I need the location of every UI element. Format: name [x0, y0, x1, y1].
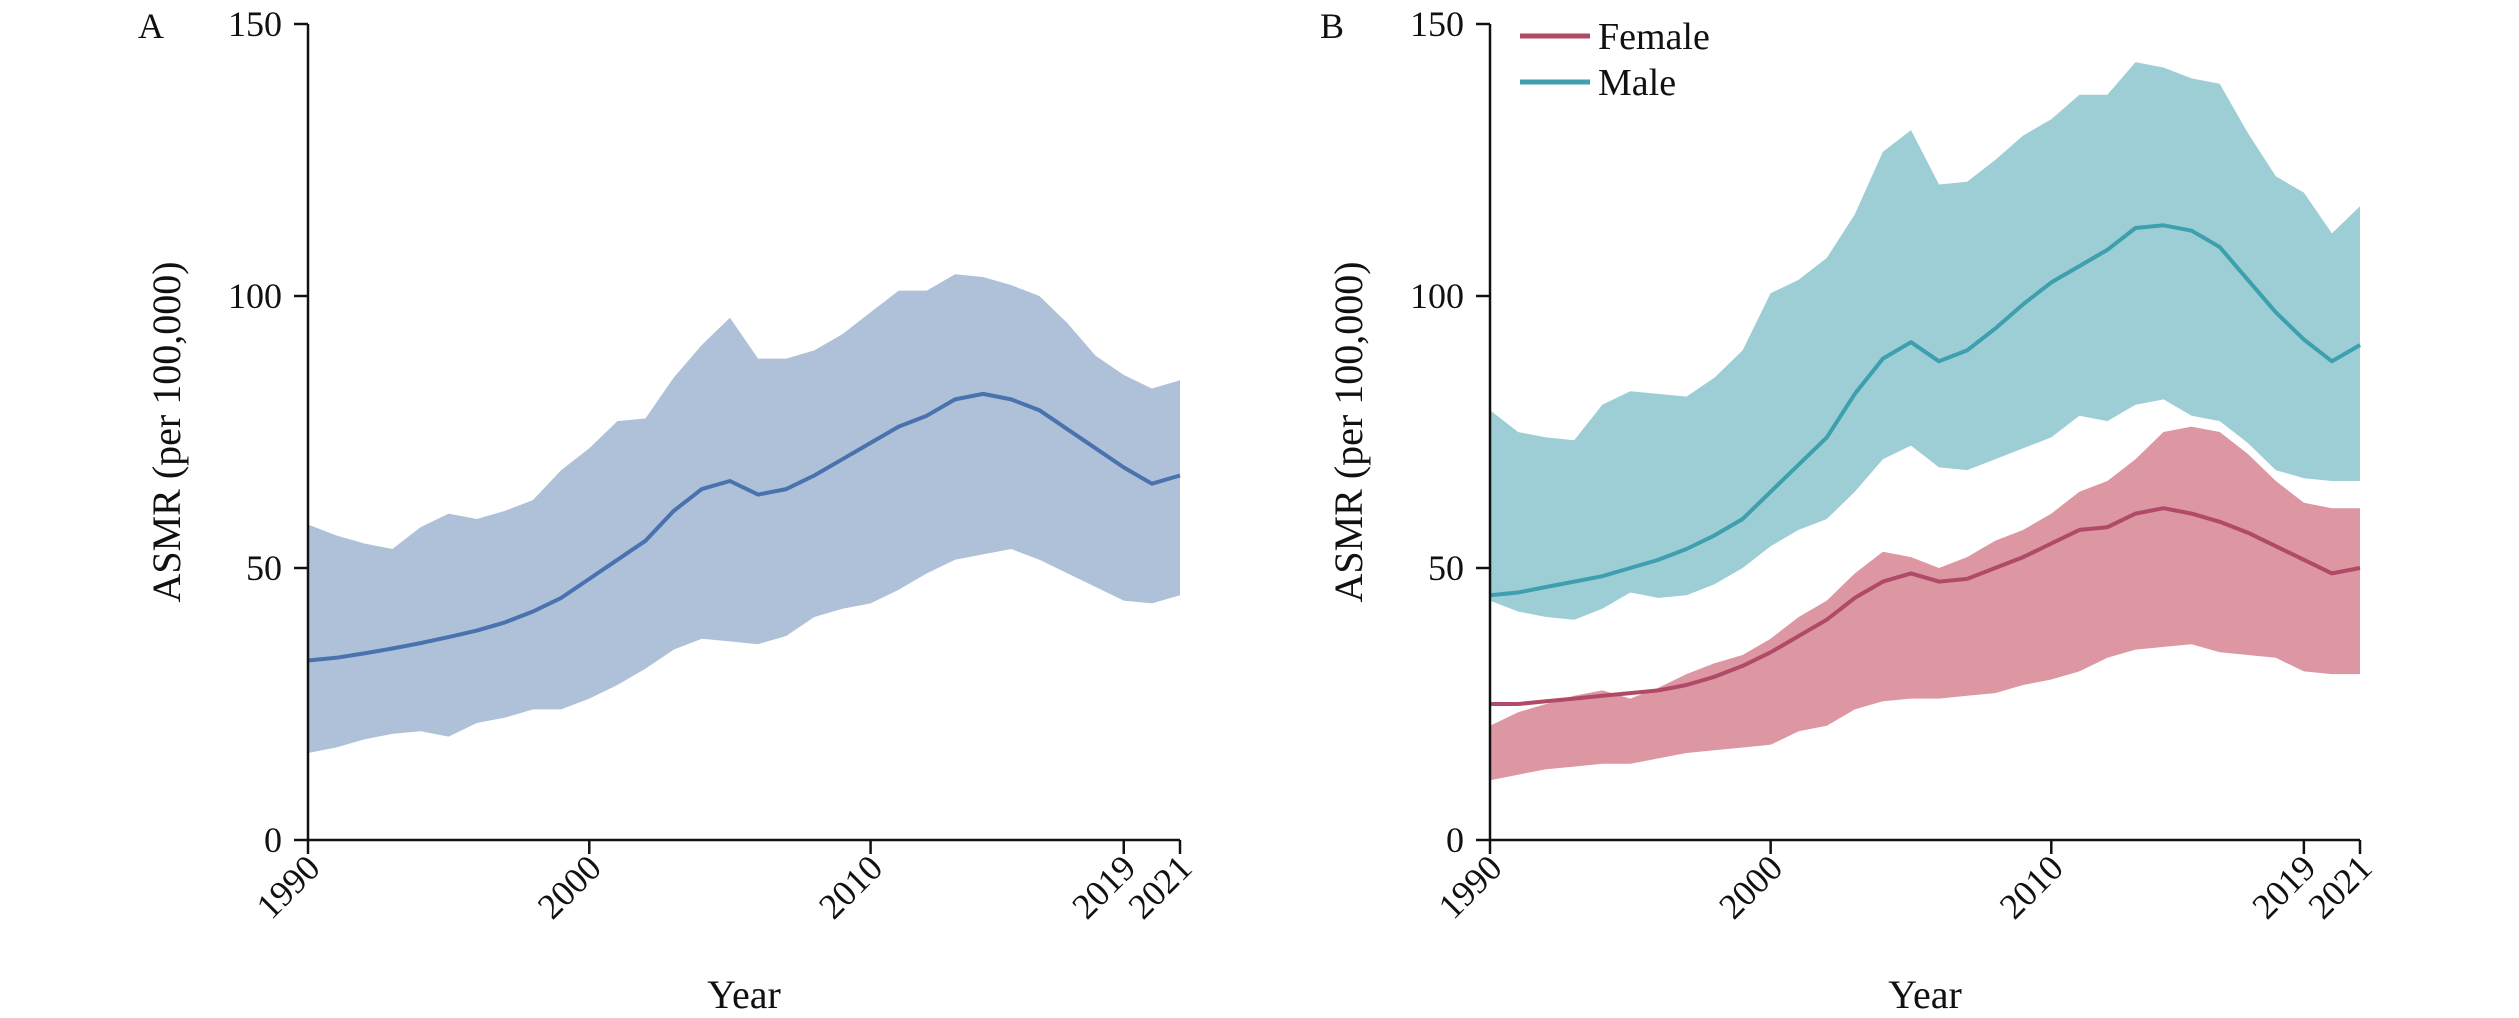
x-tick-label: 1990 [1430, 847, 1509, 926]
y-tick-label: 50 [1428, 548, 1464, 588]
y-tick-label: 100 [1410, 276, 1464, 316]
y-tick-label: 0 [1446, 820, 1464, 860]
y-axis-title: ASMR (per 100,000) [1326, 261, 1371, 602]
y-tick-label: 100 [228, 276, 282, 316]
x-axis-title: Year [1888, 972, 1962, 1017]
x-tick-label: 2010 [1992, 847, 2071, 926]
legend-label-female: Female [1598, 16, 1710, 58]
x-axis-title: Year [707, 972, 781, 1017]
x-tick-label: 2010 [811, 847, 890, 926]
y-tick-label: 150 [1410, 4, 1464, 44]
confidence-band [308, 274, 1180, 753]
y-tick-label: 50 [246, 548, 282, 588]
panel-label: B [1320, 6, 1344, 46]
x-tick-label: 2000 [1711, 847, 1790, 926]
series-line-male [1489, 223, 2362, 598]
y-tick-label: 150 [228, 4, 282, 44]
x-tick-label: 2021 [2300, 847, 2379, 926]
series-line-female [1490, 506, 2361, 706]
y-tick-label: 0 [264, 820, 282, 860]
x-tick-label: 2021 [1120, 847, 1199, 926]
series-line [307, 391, 1181, 663]
x-tick-label: 2000 [530, 847, 609, 926]
x-tick-label: 1990 [248, 847, 327, 926]
y-axis-title: ASMR (per 100,000) [144, 261, 189, 602]
panel-label: A [138, 6, 164, 46]
confidence-band-male [1490, 62, 2360, 620]
legend-label-male: Male [1598, 62, 1676, 104]
confidence-band-female [1490, 426, 2360, 781]
